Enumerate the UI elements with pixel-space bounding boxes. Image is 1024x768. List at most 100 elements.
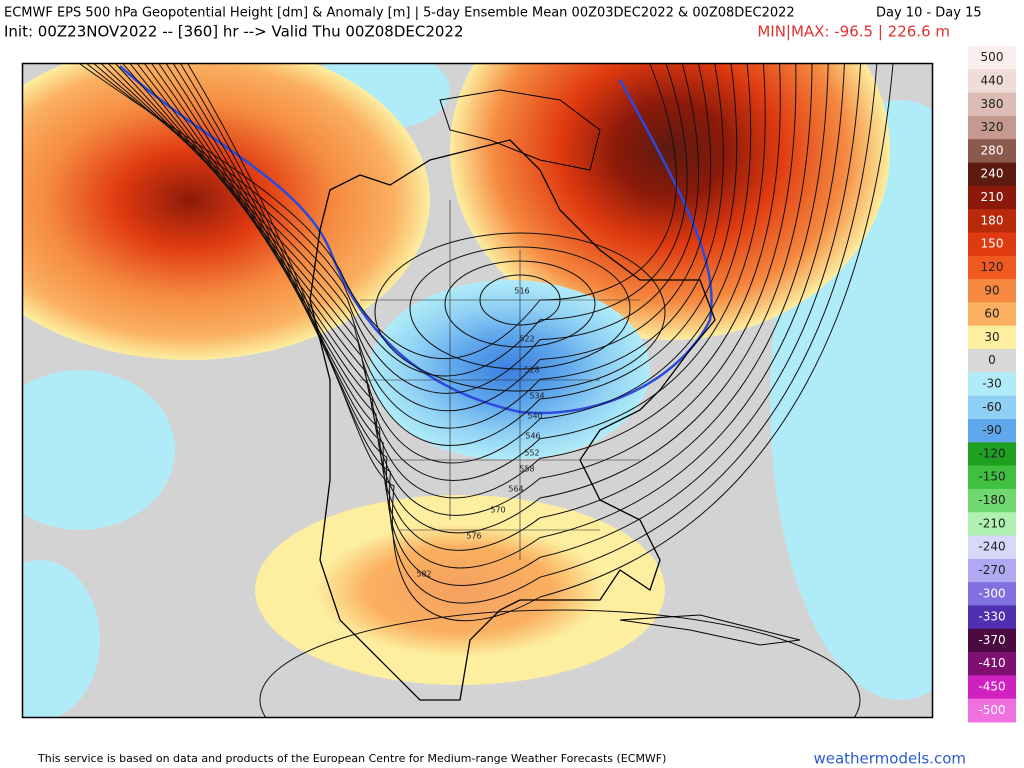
colorbar-cell [968,325,1016,350]
anomaly-high [255,495,665,685]
contour-label: 528 [524,366,539,375]
colorbar-label: -120 [978,446,1005,460]
colorbar-cell [968,139,1016,164]
contour [79,64,677,359]
colorbar-cell [968,418,1016,443]
colorbar-cell [968,512,1016,537]
colorbar-cell [968,46,1016,70]
contour [180,64,878,604]
colorbar-cell [968,582,1016,606]
colorbar-cell [968,442,1016,467]
contour [94,64,700,394]
contour-label: 552 [524,449,539,458]
contour-label: 540 [527,412,542,421]
colorbar-cell [968,255,1016,280]
colorbar-cell [968,605,1016,630]
colorbar-label: -300 [978,586,1005,600]
contour [101,64,712,412]
colorbar-cell [968,209,1016,233]
contour [108,64,724,429]
colorbar: 500 440 380 320 280 240 210 180 150 120 90 60 30 0 -30… [968,46,1016,723]
contour-label: 558 [519,465,534,474]
colorbar-cell [968,349,1016,373]
colorbar-cell [968,558,1016,583]
anomaly-low [23,370,175,530]
colorbar-cell [968,232,1016,257]
contour-label: 576 [466,532,481,541]
contour-label: 582 [416,570,431,579]
anomaly-low [370,280,650,460]
contour [187,64,894,622]
contour-label: 534 [529,392,544,401]
colorbar-label: -30 [982,377,1002,391]
contour [144,64,797,516]
colorbar-label: -410 [978,656,1005,670]
colorbar-label: -90 [982,423,1002,437]
coastline [309,139,716,701]
coastline [439,89,601,171]
colorbar-label: 380 [981,97,1004,111]
colorbar-label: -370 [978,633,1005,647]
colorbar-cell [968,395,1016,420]
init-line: Init: 00Z23NOV2022 -- [360] hr --> Valid… [4,23,464,41]
colorbar-label: -240 [978,540,1005,554]
colorbar-label: 210 [981,190,1004,204]
contour-label: 516 [514,287,529,296]
colorbar-label: -150 [978,470,1005,484]
map-frame [21,62,934,719]
colorbar-cell [968,488,1016,513]
colorbar-label: -60 [982,400,1002,414]
credit: This service is based on data and produc… [37,752,666,765]
colorbar-cell [968,465,1016,490]
coastline [619,614,801,646]
days: Day 10 - Day 15 [876,6,982,21]
colorbar-cell [968,185,1016,210]
contour-label: 564 [508,485,523,494]
contour-labels: 516 522 528 534 540 546 552 558 564 570 576 582 [416,287,544,579]
colorbar-cell [968,162,1016,187]
contour [259,609,861,717]
title: ECMWF EPS 500 hPa Geopotential Height [d… [4,6,795,21]
colorbar-label: -330 [978,610,1005,624]
colorbar-cell [968,535,1016,560]
colorbar-label: -500 [978,703,1005,717]
colorbar-cell [968,628,1016,653]
colorbar-cell [968,115,1016,140]
colorbar-cell [968,92,1016,117]
colorbar-cell [968,675,1016,700]
colorbar-cell [968,698,1016,723]
borders [360,200,640,560]
colorbar-label: 90 [984,283,999,297]
colorbar-label: 500 [981,50,1004,64]
colorbar-label: 0 [988,353,996,367]
anomaly-high [23,64,430,360]
colorbar-label: 120 [981,260,1004,274]
colorbar-label: 30 [984,330,999,344]
contour-label: 522 [519,335,534,344]
colorbar-label: -180 [978,493,1005,507]
colorbar-label: 180 [981,213,1004,227]
colorbar-label: -270 [978,563,1005,577]
colorbar-label: -450 [978,680,1005,694]
colorbar-cell [968,372,1016,397]
colorbar-label: 280 [981,143,1004,157]
colorbar-label: 320 [981,120,1004,134]
min-max: MIN|MAX: -96.5 | 226.6 m [757,23,950,41]
colorbar-label: 60 [984,307,999,321]
site-link[interactable]: weathermodels.com [813,750,966,768]
colorbar-label: 440 [981,73,1004,87]
colorbar-label: 240 [981,167,1004,181]
colorbar-cell [968,279,1016,303]
contour-label: 570 [490,506,505,515]
colorbar-cell [968,302,1016,327]
colorbar-label: 150 [981,237,1004,251]
colorbar-cell [968,69,1016,94]
anomaly-low [23,560,100,717]
contour-label: 546 [525,432,540,441]
colorbar-cell [968,652,1016,676]
colorbar-label: -210 [978,516,1005,530]
contour [86,64,688,377]
